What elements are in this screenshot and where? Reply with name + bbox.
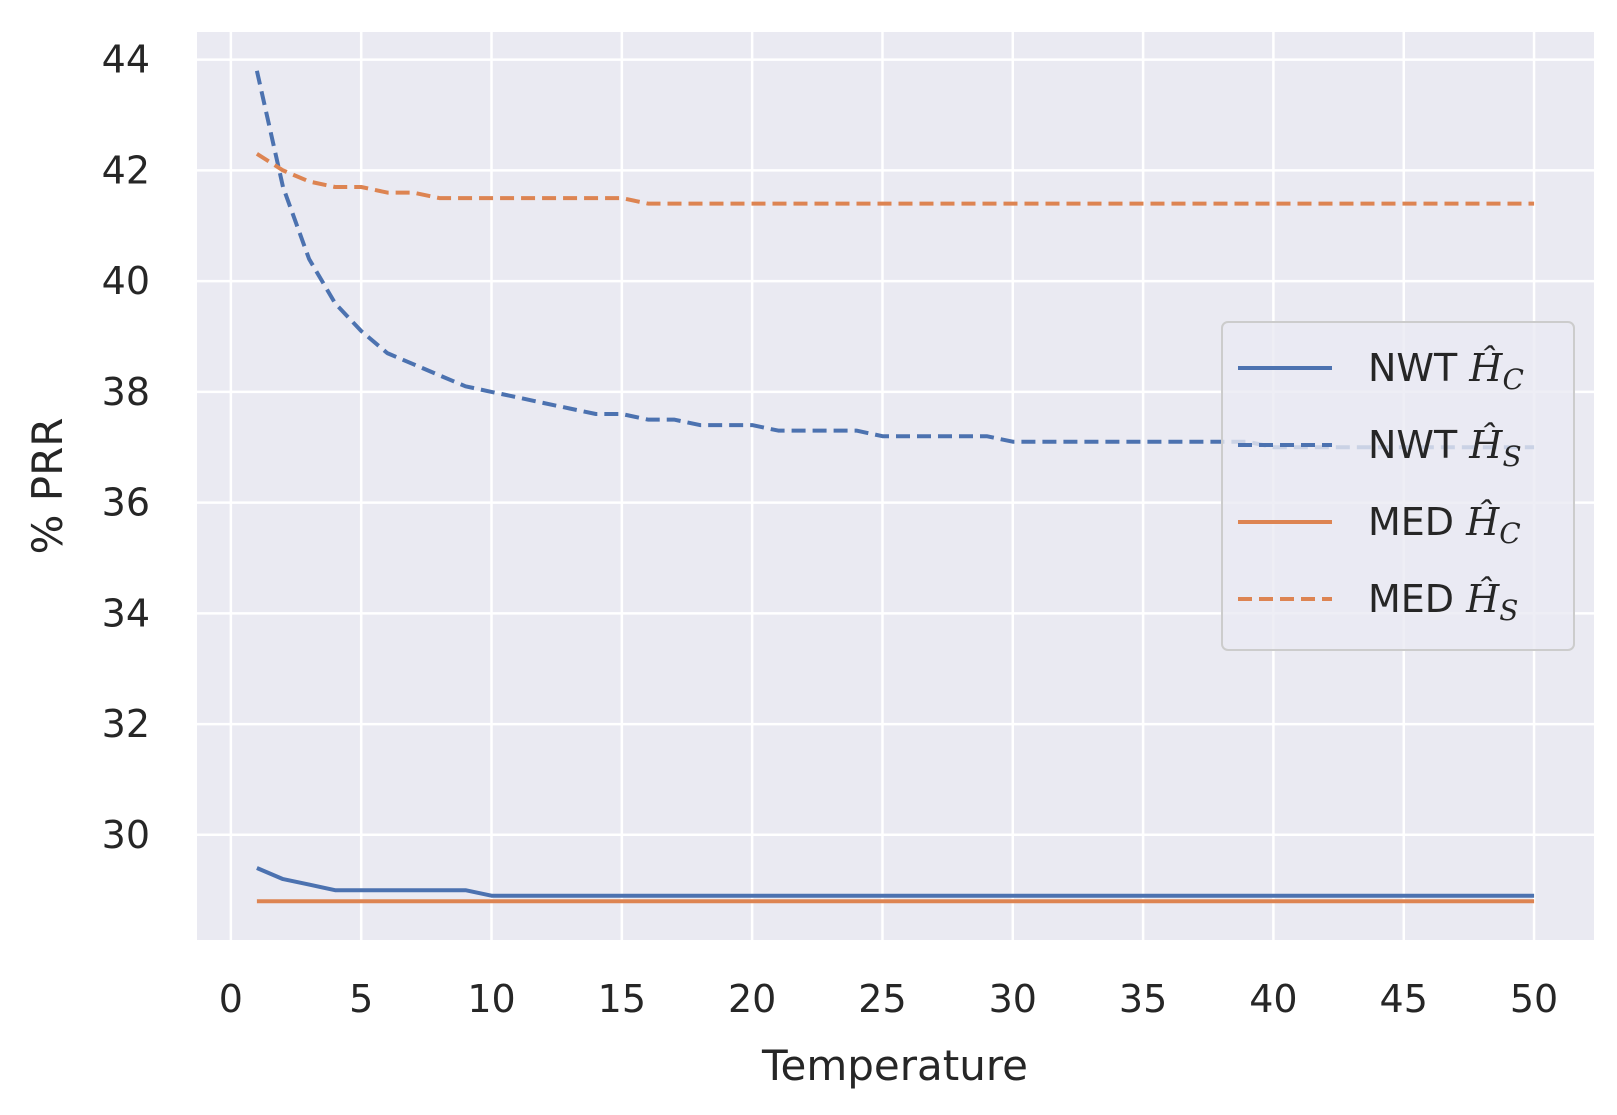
y-tick-label: 34 bbox=[102, 591, 150, 635]
legend-label-subscript: S bbox=[1499, 594, 1518, 627]
x-tick-label: 0 bbox=[219, 977, 243, 1021]
legend-label-3: MED ĤS bbox=[1368, 577, 1518, 627]
legend-label-1: NWT ĤS bbox=[1368, 423, 1522, 473]
legend-symbol-h-hat: Ĥ bbox=[1468, 346, 1503, 390]
y-tick-label: 44 bbox=[102, 38, 150, 82]
x-tick-label: 50 bbox=[1510, 977, 1558, 1021]
x-tick-label: 45 bbox=[1380, 977, 1428, 1021]
legend-symbol-h-hat: Ĥ bbox=[1468, 423, 1503, 467]
legend-label-subscript: S bbox=[1502, 440, 1521, 473]
x-tick-label: 20 bbox=[728, 977, 776, 1021]
legend-label-base: MED bbox=[1368, 577, 1466, 621]
legend-symbol-h-hat: Ĥ bbox=[1465, 500, 1500, 544]
x-tick-label: 30 bbox=[989, 977, 1037, 1021]
x-tick-label: 5 bbox=[349, 977, 373, 1021]
legend-symbol-h-hat: Ĥ bbox=[1465, 577, 1500, 621]
y-tick-label: 38 bbox=[102, 370, 150, 414]
legend-label-subscript: C bbox=[1502, 363, 1523, 396]
y-tick-label: 32 bbox=[102, 702, 150, 746]
y-tick-label: 40 bbox=[102, 259, 150, 303]
legend-label-base: NWT bbox=[1368, 346, 1469, 390]
x-tick-label: 25 bbox=[858, 977, 906, 1021]
x-tick-label: 10 bbox=[467, 977, 515, 1021]
x-axis-label: Temperature bbox=[761, 1041, 1028, 1090]
x-tick-label: 40 bbox=[1249, 977, 1297, 1021]
series-line-3 bbox=[255, 152, 1535, 206]
series-layer bbox=[254, 70, 1535, 904]
legend-label-subscript: C bbox=[1499, 517, 1520, 550]
x-tick-label: 15 bbox=[598, 977, 646, 1021]
x-tick-labels: 0 5 10 15 20 25 30 35 40 45 50 bbox=[219, 977, 1558, 1021]
y-tick-labels: 30 32 34 36 38 40 42 44 bbox=[102, 38, 150, 857]
x-tick-label: 35 bbox=[1119, 977, 1167, 1021]
legend-label-base: NWT bbox=[1368, 423, 1469, 467]
y-tick-label: 42 bbox=[102, 148, 150, 192]
y-axis-label: % PRR bbox=[23, 418, 72, 555]
y-tick-label: 36 bbox=[102, 481, 150, 525]
legend-label-2: MED ĤC bbox=[1368, 500, 1521, 550]
legend-label-base: MED bbox=[1368, 500, 1466, 544]
y-tick-label: 30 bbox=[102, 813, 150, 857]
series-line-0 bbox=[256, 866, 1535, 898]
legend-label-0: NWT ĤC bbox=[1368, 346, 1524, 396]
legend-box bbox=[1221, 321, 1575, 651]
